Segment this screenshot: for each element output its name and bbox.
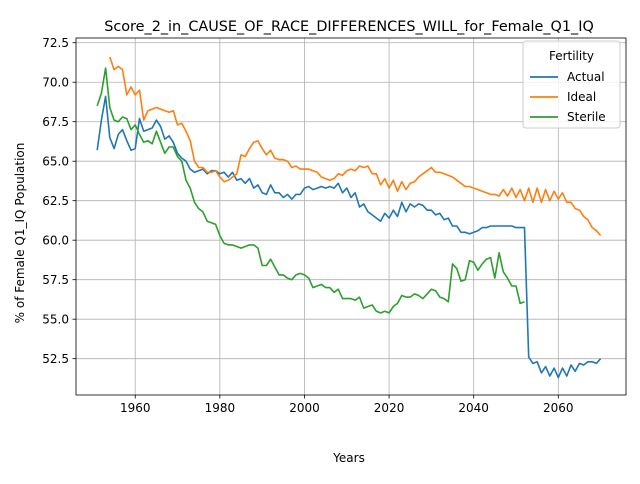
series-line-actual xyxy=(96,95,602,379)
y-tick-label: 57.5 xyxy=(42,273,69,287)
legend-title: Fertility xyxy=(549,49,594,63)
plot-frame xyxy=(75,37,627,396)
y-tick-label: 67.5 xyxy=(42,115,69,129)
y-tick-label: 55.0 xyxy=(42,312,69,326)
plot-lines xyxy=(96,56,602,379)
x-tick-label: 2060 xyxy=(543,401,574,415)
x-tick-label: 1960 xyxy=(120,401,151,415)
axis-ticks: 1960 1980 2000 2020 2040 2060 52.5 55.0 57.5 60.0… xyxy=(42,36,573,415)
legend-box xyxy=(522,40,621,129)
x-axis-label: Years xyxy=(332,451,365,465)
y-axis-label: % of Female Q1_IQ Population xyxy=(13,143,27,324)
chart-title: Score_2_in_CAUSE_OF_RACE_DIFFERENCES_WIL… xyxy=(104,19,594,35)
series-line-ideal xyxy=(109,56,602,237)
x-tick-label: 1980 xyxy=(205,401,236,415)
series-line-sterile xyxy=(96,67,525,314)
legend-label-ideal: Ideal xyxy=(567,90,596,104)
y-tick-label: 70.0 xyxy=(42,76,69,90)
y-tick-label: 62.5 xyxy=(42,194,69,208)
legend-label-sterile: Sterile xyxy=(567,110,606,124)
y-tick-label: 60.0 xyxy=(42,233,69,247)
legend-label-actual: Actual xyxy=(567,70,605,84)
x-tick-label: 2020 xyxy=(374,401,405,415)
y-tick-label: 65.0 xyxy=(42,155,69,169)
legend: Fertility Actual Ideal Sterile xyxy=(522,40,621,129)
y-tick-label: 52.5 xyxy=(42,352,69,366)
x-tick-label: 2040 xyxy=(458,401,489,415)
x-tick-label: 2000 xyxy=(289,401,320,415)
y-tick-label: 72.5 xyxy=(42,36,69,50)
